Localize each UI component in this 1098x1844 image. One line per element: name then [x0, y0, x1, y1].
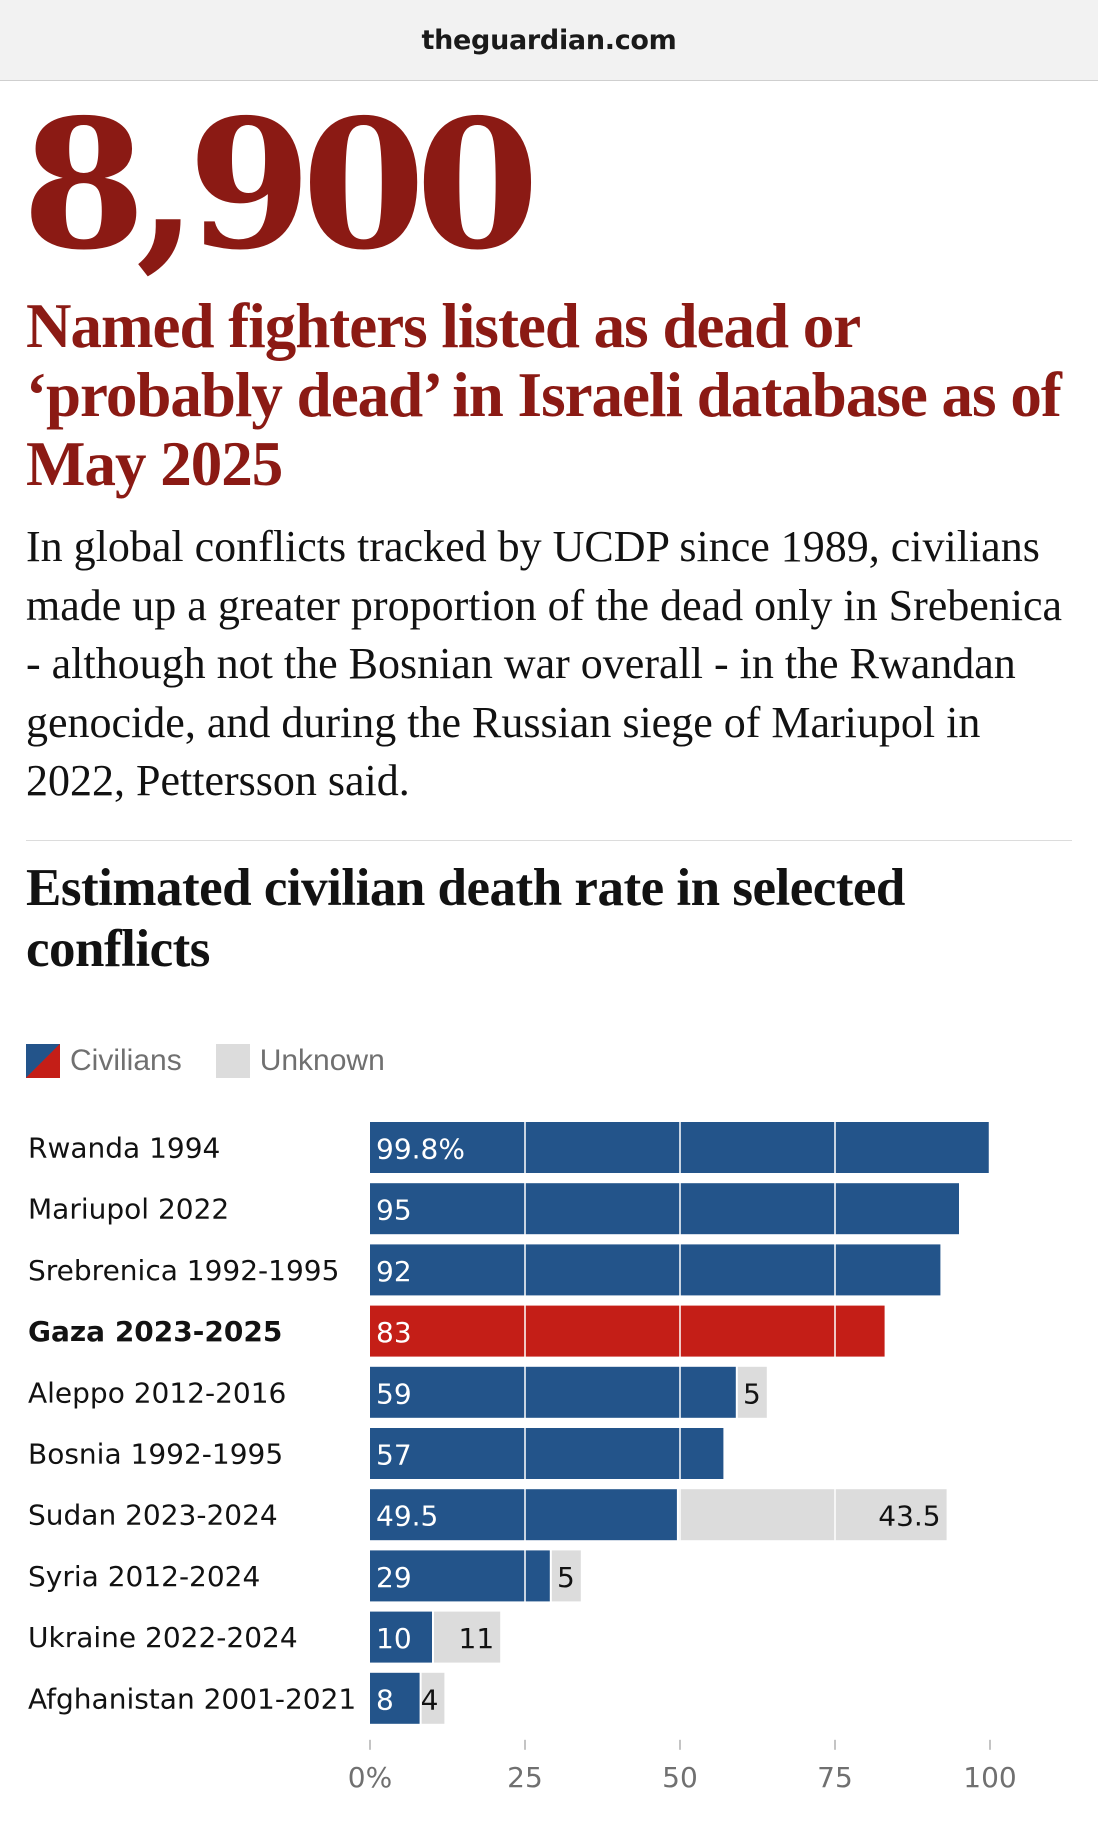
x-tick-label: 100 — [963, 1761, 1016, 1794]
value-label-unknown: 5 — [557, 1561, 575, 1594]
value-label-unknown: 5 — [743, 1377, 761, 1410]
x-tick-label: 50 — [662, 1761, 698, 1794]
article-paragraph: In global conflicts tracked by UCDP sinc… — [26, 522, 1063, 805]
value-label-civilians: 92 — [376, 1255, 412, 1288]
category-label: Afghanistan 2001-2021 — [28, 1682, 356, 1715]
category-label: Gaza 2023-2025 — [28, 1315, 282, 1348]
value-label-unknown: 43.5 — [878, 1500, 940, 1533]
legend-item-civilians: Civilians — [26, 1044, 182, 1078]
value-label-civilians: 59 — [376, 1377, 412, 1410]
value-label-civilians: 29 — [376, 1561, 412, 1594]
bar-unknown — [551, 1550, 581, 1602]
section-divider — [26, 840, 1072, 841]
bar-civilians — [370, 1611, 432, 1663]
category-label: Ukraine 2022-2024 — [28, 1621, 298, 1654]
bar-unknown — [421, 1672, 445, 1724]
category-label: Mariupol 2022 — [28, 1193, 229, 1226]
bar-civilians — [370, 1672, 420, 1724]
x-tick-label: 25 — [507, 1761, 543, 1794]
bar-unknown — [678, 1489, 947, 1541]
big-stat-number: 8,900 — [22, 80, 539, 289]
bar-civilians — [370, 1489, 677, 1541]
legend-swatch-civilians — [26, 1044, 60, 1078]
chart-legend: Civilians Unknown — [26, 1043, 419, 1079]
site-url[interactable]: theguardian.com — [421, 24, 677, 56]
bar-civilians — [370, 1366, 736, 1418]
bar-civilians — [370, 1428, 724, 1479]
legend-swatch-unknown — [215, 1044, 250, 1078]
category-label: Bosnia 1992-1995 — [28, 1438, 283, 1471]
legend-label-civilians: Civilians — [70, 1044, 182, 1077]
chart-title: Estimated civilian death rate in selecte… — [26, 859, 905, 978]
bar-civilians — [370, 1550, 550, 1602]
bar-civilians — [370, 1183, 959, 1235]
value-label-civilians: 8 — [376, 1683, 394, 1716]
value-label-unknown: 4 — [421, 1683, 439, 1716]
value-label-civilians: 83 — [376, 1316, 412, 1349]
bar-unknown — [434, 1611, 501, 1663]
value-label-civilians: 99.8% — [376, 1133, 465, 1166]
stat-headline: Named fighters listed as dead or ‘probab… — [26, 291, 1062, 499]
value-label-unknown: 11 — [459, 1622, 495, 1655]
category-label: Syria 2012-2024 — [28, 1560, 260, 1593]
legend-item-unknown: Unknown — [215, 1044, 385, 1078]
value-label-civilians: 95 — [376, 1194, 412, 1227]
category-label: Sudan 2023-2024 — [28, 1499, 278, 1532]
legend-label-unknown: Unknown — [259, 1044, 385, 1077]
bar-civilians — [370, 1244, 941, 1296]
bar-civilians — [370, 1305, 885, 1357]
value-label-civilians: 49.5 — [376, 1500, 438, 1533]
x-tick-label: 0% — [348, 1761, 392, 1794]
value-label-civilians: 57 — [376, 1439, 412, 1472]
category-label: Aleppo 2012-2016 — [28, 1376, 286, 1409]
category-label: Rwanda 1994 — [28, 1132, 220, 1165]
x-tick-label: 75 — [817, 1761, 853, 1794]
value-label-civilians: 10 — [376, 1622, 412, 1655]
category-label: Srebrenica 1992-1995 — [28, 1254, 339, 1287]
browser-address-bar[interactable]: theguardian.com — [0, 0, 1098, 81]
bar-unknown — [737, 1366, 767, 1418]
